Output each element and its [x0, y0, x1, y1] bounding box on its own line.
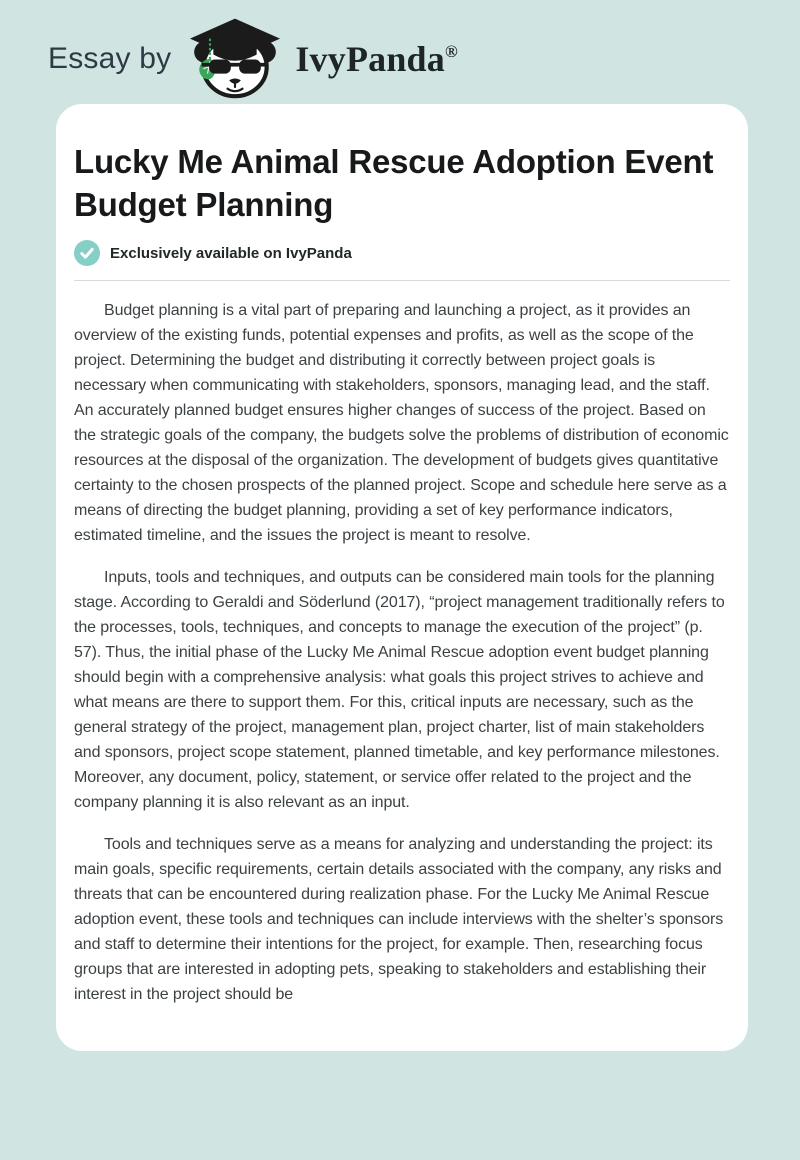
essay-by-label: Essay by — [48, 42, 172, 75]
registered-mark: ® — [444, 42, 458, 61]
divider — [74, 280, 730, 281]
essay-card: Lucky Me Animal Rescue Adoption Event Bu… — [56, 104, 748, 1051]
brand-name: IvyPanda® — [295, 38, 458, 80]
brand-text: IvyPanda — [295, 39, 445, 79]
exclusive-badge: Exclusively available on IvyPanda — [74, 240, 730, 266]
essay-paragraph-3: Tools and techniques serve as a means fo… — [74, 836, 724, 1003]
badge-label: Exclusively available on IvyPanda — [110, 244, 352, 262]
check-icon — [74, 240, 100, 266]
essay-paragraph-2: Inputs, tools and techniques, and output… — [74, 569, 725, 811]
essay-paragraph-1: Budget planning is a vital part of prepa… — [74, 302, 729, 544]
site-header: Essay by — [0, 0, 800, 99]
essay-title: Lucky Me Animal Rescue Adoption Event Bu… — [74, 143, 714, 223]
panda-graduate-logo-icon — [185, 18, 285, 99]
